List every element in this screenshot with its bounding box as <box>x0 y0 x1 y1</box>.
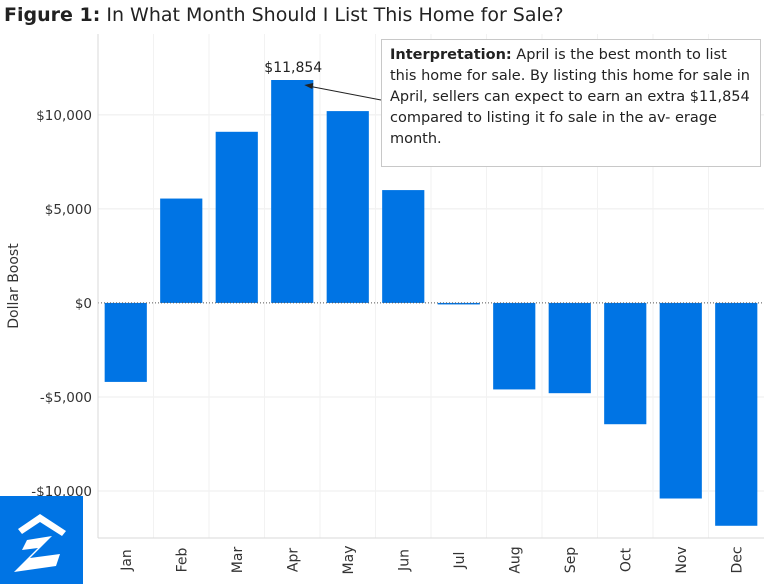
x-tick-label: Apr <box>285 548 301 572</box>
bar-jun <box>382 190 425 303</box>
x-tick-label: Nov <box>674 546 690 573</box>
bar-mar <box>215 131 258 303</box>
annotation-arrow-head <box>304 82 314 89</box>
interpretation-box: Interpretation: April is the best month … <box>381 39 761 167</box>
interpretation-label: Interpretation: <box>390 47 512 63</box>
bar-dec <box>715 302 758 526</box>
x-tick-label: Mar <box>230 547 246 574</box>
chart-title: Figure 1: In What Month Should I List Th… <box>4 4 564 26</box>
bar-jan <box>104 302 147 382</box>
zillow-logo-graphic <box>14 514 66 572</box>
bar-apr <box>271 79 314 303</box>
figure-title-text: In What Month Should I List This Home fo… <box>100 4 564 26</box>
x-tick-label: Dec <box>729 546 745 573</box>
y-tick-label: -$5,000 <box>40 390 92 406</box>
bar-oct <box>604 302 647 425</box>
figure-label: Figure 1: <box>4 4 101 26</box>
x-tick-label: Sep <box>563 547 579 574</box>
y-axis-title: Dollar Boost <box>6 243 22 329</box>
bar-nov <box>659 302 702 499</box>
x-tick-label: Feb <box>174 547 190 572</box>
bar-jul <box>437 302 480 305</box>
x-tick-label: Oct <box>618 547 634 572</box>
x-tick-label: Jul <box>452 552 468 570</box>
y-tick-label: $0 <box>75 296 92 312</box>
y-tick-label: $10,000 <box>36 108 92 124</box>
x-tick-label: Jun <box>396 549 412 572</box>
bar-may <box>326 111 369 303</box>
annotation-arrow-line <box>308 85 382 101</box>
interpretation-text: April is the best month to list this hom… <box>390 47 750 147</box>
data-label-apr: $11,854 <box>264 60 322 76</box>
x-tick-label: May <box>341 546 357 575</box>
zillow-logo-icon <box>0 496 83 584</box>
x-tick-label: Jan <box>119 549 135 572</box>
y-tick-label: -$10,000 <box>31 484 92 500</box>
bar-aug <box>493 302 536 390</box>
y-tick-label: $5,000 <box>45 202 92 218</box>
x-tick-label: Aug <box>507 546 523 573</box>
bar-sep <box>548 302 591 394</box>
bar-feb <box>160 198 203 303</box>
